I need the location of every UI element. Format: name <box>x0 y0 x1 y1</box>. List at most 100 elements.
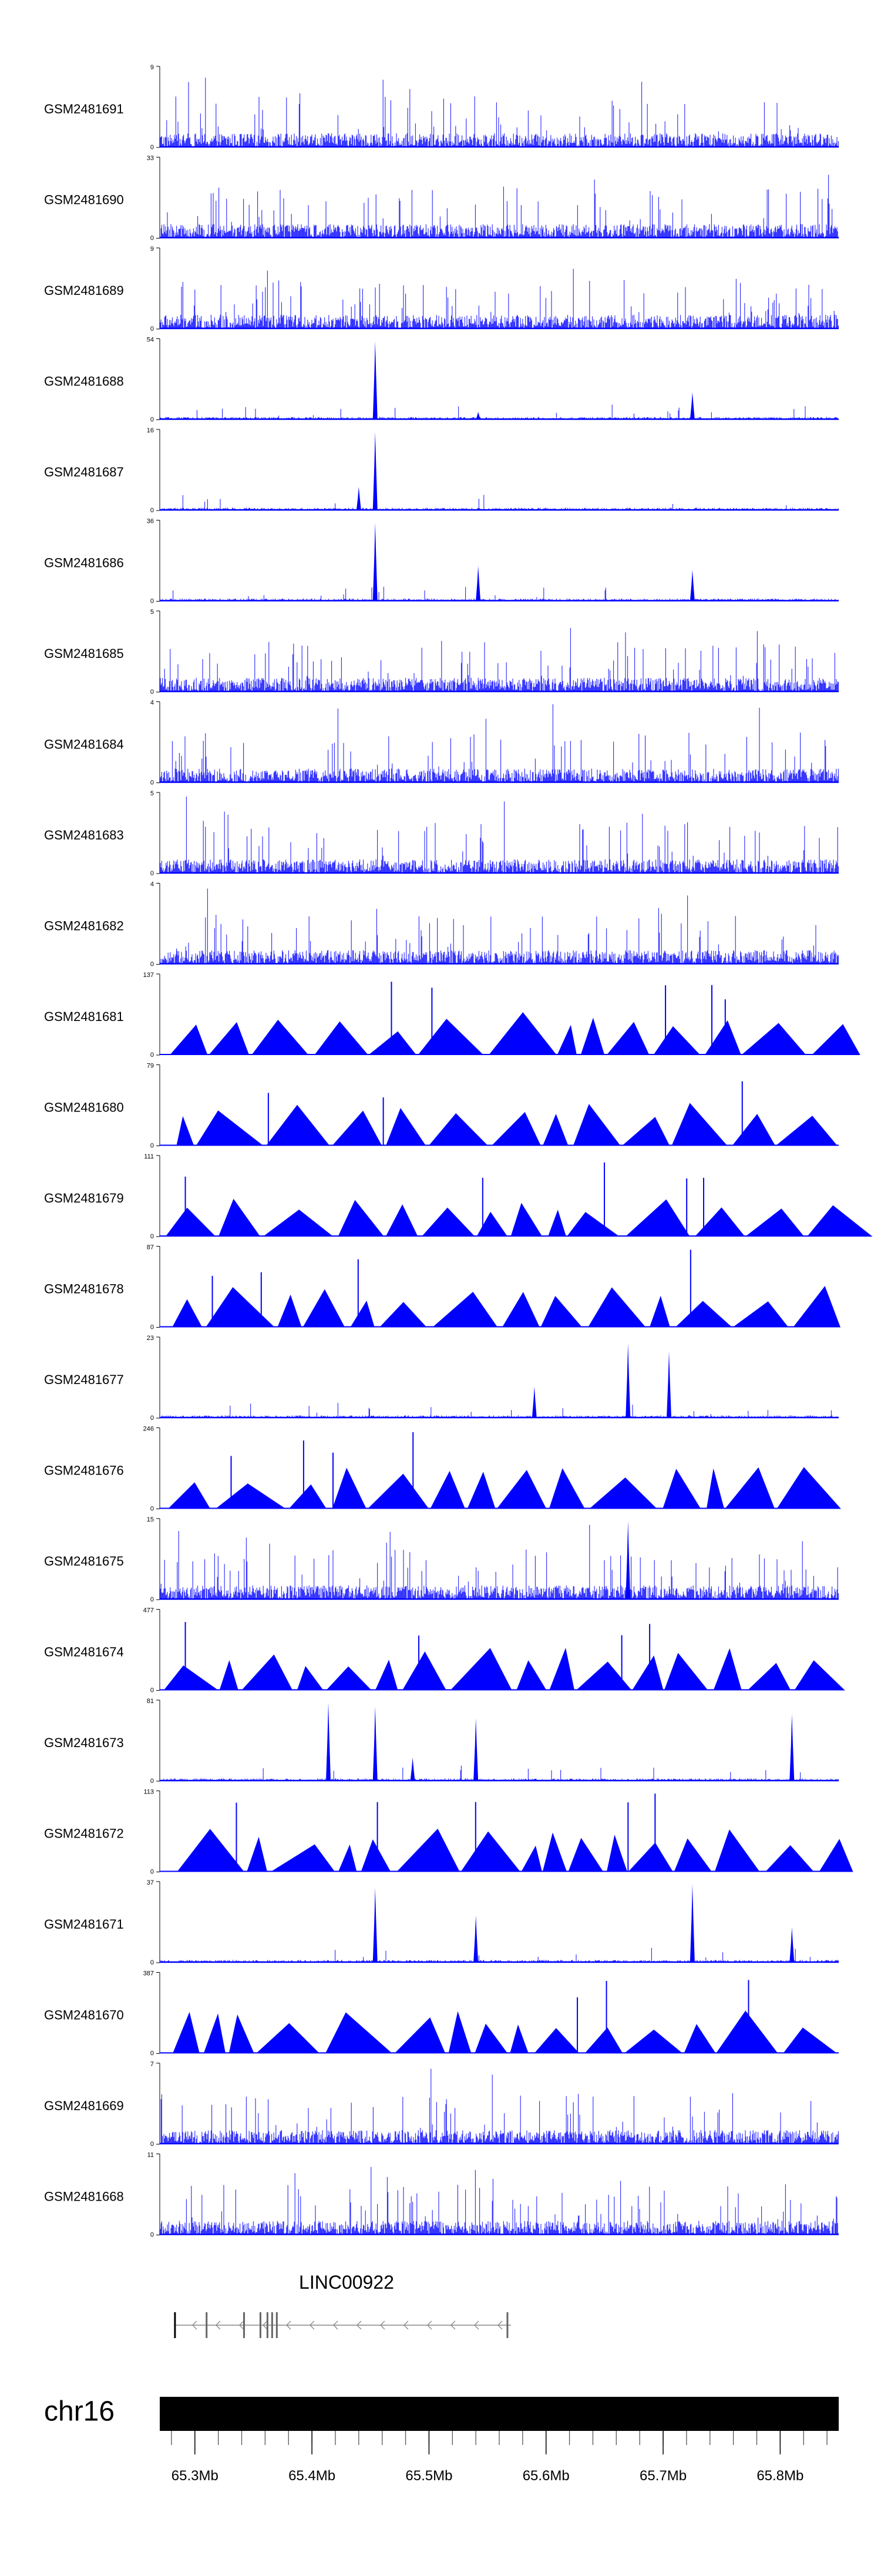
signal-area <box>160 1286 840 1328</box>
axis-tick-label: 65.6Mb <box>523 2468 570 2484</box>
strand-arrow-icon <box>403 2320 409 2330</box>
signal-spikes <box>160 1403 839 1418</box>
track-label: GSM2481681 <box>44 1009 124 1024</box>
track-gsm2481688: GSM2481688 54 0 <box>44 336 839 423</box>
y-axis-max-label: 387 <box>143 1970 154 1977</box>
track-label: GSM2481683 <box>44 828 124 842</box>
y-axis-min-label: 0 <box>150 779 154 786</box>
y-axis-max-label: 87 <box>147 1244 154 1251</box>
track-label: GSM2481685 <box>44 646 124 661</box>
track-label: GSM2481672 <box>44 1826 124 1841</box>
y-axis-max-label: 246 <box>143 1425 154 1432</box>
track-gsm2481683: GSM2481683 5 0 <box>44 790 839 877</box>
signal-spikes <box>160 495 839 511</box>
gene-exon <box>275 2312 278 2338</box>
signal-peak <box>789 1927 795 1963</box>
gene-exon <box>259 2312 261 2338</box>
gene-label: LINC00922 <box>299 2272 394 2293</box>
track-gsm2481687: GSM2481687 16 0 <box>44 427 839 514</box>
strand-arrow-icon <box>332 2320 338 2330</box>
signal-area <box>160 1012 860 1055</box>
signal-peak <box>532 1386 537 1418</box>
signal-peak <box>473 1915 479 1963</box>
track-label: GSM2481678 <box>44 1281 124 1296</box>
signal-spikes <box>160 268 839 329</box>
gene-exon <box>174 2312 176 2338</box>
axis-tick-label: 65.8Mb <box>756 2468 803 2484</box>
strand-arrow-icon <box>309 2320 315 2330</box>
signal-peak <box>690 569 695 602</box>
track-label: GSM2481676 <box>44 1463 124 1477</box>
signal-peak <box>789 1714 795 1781</box>
y-axis-min-label: 0 <box>150 1596 154 1603</box>
track-label: GSM2481671 <box>44 1917 124 1932</box>
track-gsm2481673: GSM2481673 81 0 <box>44 1698 839 1785</box>
y-axis-min-label: 0 <box>150 1052 154 1059</box>
track-label: GSM2481682 <box>44 918 124 933</box>
track-label: GSM2481669 <box>44 2098 124 2113</box>
y-axis-max-label: 137 <box>143 972 154 979</box>
track-label: GSM2481674 <box>44 1644 124 1659</box>
signal-spikes <box>160 404 839 420</box>
y-axis-min-label: 0 <box>150 144 154 151</box>
strand-arrow-icon <box>379 2320 385 2330</box>
track-gsm2481679: GSM2481679 111 0 <box>44 1153 873 1240</box>
track-gsm2481668: GSM2481668 11 0 <box>44 2151 839 2238</box>
strand-arrow-icon <box>215 2320 221 2330</box>
y-axis-min-label: 0 <box>150 1415 154 1422</box>
signal-spikes <box>160 628 839 692</box>
y-axis-max-label: 16 <box>147 427 154 434</box>
y-axis-max-label: 477 <box>143 1607 154 1614</box>
signal-peak <box>372 522 378 602</box>
signal-area <box>160 1648 845 1691</box>
gene-model: LINC00922 <box>174 2272 511 2338</box>
y-axis-max-label: 15 <box>147 1516 154 1523</box>
y-axis-max-label: 9 <box>150 246 154 253</box>
signal-peak <box>476 566 481 602</box>
gene-exon <box>266 2312 268 2338</box>
axis-tick-label: 65.4Mb <box>288 2468 335 2484</box>
signal-peak <box>372 1888 378 1963</box>
gene-exon <box>271 2312 273 2338</box>
signal-area <box>160 1467 841 1509</box>
y-axis-min-label: 0 <box>150 2231 154 2238</box>
axis-tick-label: 65.5Mb <box>405 2468 452 2484</box>
y-axis-min-label: 0 <box>150 870 154 877</box>
track-label: GSM2481680 <box>44 1100 124 1114</box>
y-axis-max-label: 111 <box>144 1153 154 1160</box>
y-axis-min-label: 0 <box>150 416 154 423</box>
signal-peak <box>372 341 378 420</box>
track-label: GSM2481687 <box>44 465 124 479</box>
track-gsm2481680: GSM2481680 79 0 <box>44 1062 839 1149</box>
track-gsm2481686: GSM2481686 36 0 <box>44 518 839 604</box>
strand-arrow-icon <box>262 2320 268 2330</box>
y-axis-min-label: 0 <box>150 1778 154 1785</box>
track-label: GSM2481668 <box>44 2189 124 2204</box>
y-axis-min-label: 0 <box>150 1142 154 1149</box>
y-axis-min-label: 0 <box>150 597 154 604</box>
y-axis-min-label: 0 <box>150 1959 154 1966</box>
y-axis-min-label: 0 <box>150 325 154 333</box>
track-gsm2481685: GSM2481685 5 0 <box>44 609 839 696</box>
track-gsm2481674: GSM2481674 477 0 <box>44 1607 845 1694</box>
y-axis-max-label: 54 <box>147 336 154 343</box>
signal-area <box>160 1828 853 1872</box>
y-axis-min-label: 0 <box>150 688 154 696</box>
y-axis-max-label: 33 <box>147 155 154 162</box>
y-axis-max-label: 23 <box>147 1335 154 1342</box>
gene-exon <box>243 2312 246 2338</box>
track-gsm2481684: GSM2481684 4 0 <box>44 699 839 786</box>
signal-spikes <box>160 888 839 965</box>
track-label: GSM2481688 <box>44 374 124 388</box>
track-gsm2481670: GSM2481670 387 0 <box>44 1970 839 2057</box>
track-label: GSM2481689 <box>44 283 124 298</box>
signal-peak <box>473 1718 479 1781</box>
signal-area <box>160 2010 839 2054</box>
y-axis-max-label: 5 <box>150 790 154 797</box>
track-label: GSM2481679 <box>44 1191 124 1205</box>
signal-spikes <box>160 174 839 239</box>
y-axis-min-label: 0 <box>150 1868 154 1875</box>
track-gsm2481677: GSM2481677 23 0 <box>44 1335 839 1422</box>
track-label: GSM2481675 <box>44 1554 124 1569</box>
